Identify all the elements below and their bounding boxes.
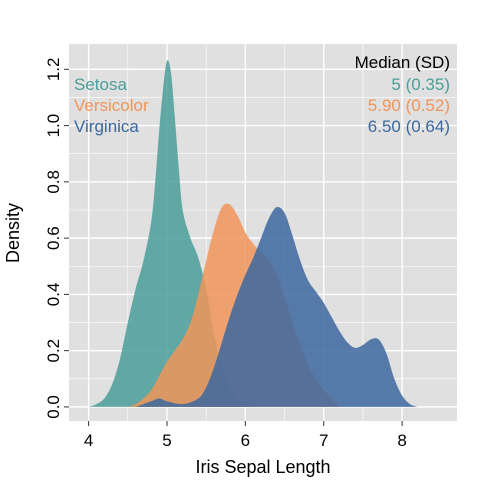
y-tick-label: 0.4 <box>44 283 63 307</box>
density-area-virginica <box>135 206 418 407</box>
y-tick-label: 0.6 <box>44 226 63 250</box>
y-axis-label: Density <box>3 203 23 263</box>
stat-value-virginica: 6.50 (0.64) <box>368 117 450 136</box>
legend: Setosa Versicolor Virginica <box>74 75 149 136</box>
x-tick-label: 4 <box>84 431 93 450</box>
stat-value-versicolor: 5.90 (0.52) <box>368 96 450 115</box>
median-sd-table: Median (SD) 5 (0.35) 5.90 (0.52) 6.50 (0.64… <box>355 53 450 136</box>
legend-label-virginica: Virginica <box>74 117 139 136</box>
y-tick-label: 0.8 <box>44 170 63 194</box>
legend-label-versicolor: Versicolor <box>74 96 149 115</box>
x-tick-label: 5 <box>162 431 171 450</box>
density-areas <box>88 60 418 407</box>
y-tick-label: 1.0 <box>44 114 63 138</box>
stat-table-header: Median (SD) <box>355 53 450 72</box>
y-tick-label: 1.2 <box>44 58 63 82</box>
axes: 4 5 6 7 8 0.0 0.2 0.4 0.6 0.8 1.0 1.2 <box>44 58 407 450</box>
y-tick-label: 0.2 <box>44 339 63 363</box>
x-tick-label: 8 <box>397 431 406 450</box>
density-area-setosa <box>88 60 254 407</box>
x-tick-label: 6 <box>241 431 250 450</box>
y-tick-label: 0.0 <box>44 395 63 419</box>
x-tick-label: 7 <box>319 431 328 450</box>
x-axis-label: Iris Sepal Length <box>195 457 330 477</box>
legend-label-setosa: Setosa <box>74 75 127 94</box>
stat-value-setosa: 5 (0.35) <box>391 75 450 94</box>
